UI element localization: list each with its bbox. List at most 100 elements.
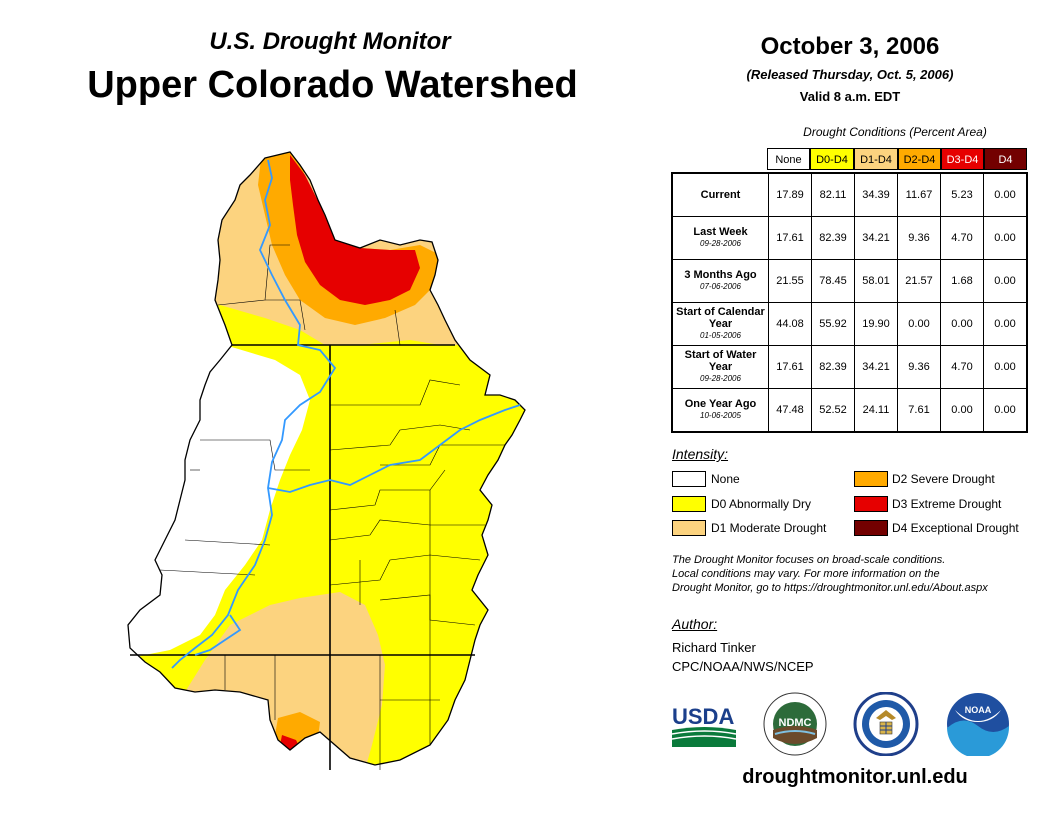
note-line-2: Local conditions may vary. For more info… <box>672 568 940 580</box>
row-date: 09-28-2006 <box>700 374 741 383</box>
author-block: Richard Tinker CPC/NOAA/NWS/NCEP <box>672 638 814 676</box>
ndmc-logo-text: NDMC <box>779 717 812 729</box>
cell-value: 7.61 <box>897 388 941 433</box>
row-label-text: Current <box>700 189 741 201</box>
cell-value: 5.23 <box>940 172 984 217</box>
row-label-text: Start of Water Year <box>684 349 757 373</box>
cell-value: 78.45 <box>811 259 855 303</box>
cell-value: 17.61 <box>768 345 812 389</box>
cell-value: 82.11 <box>811 172 855 217</box>
cell-value: 21.57 <box>897 259 941 303</box>
table-row: Start of Water Year 09-28-2006 17.61 82.39 3… <box>671 345 1028 389</box>
cell-value: 17.61 <box>768 216 812 260</box>
legend-label-d0: D0 Abnormally Dry <box>711 497 812 511</box>
cell-value: 0.00 <box>983 216 1028 260</box>
table-row: Last Week 09-28-2006 17.61 82.39 34.21 9.36 4.… <box>671 216 1028 260</box>
row-label-text: Start of Calendar Year <box>676 306 765 330</box>
map-title: Upper Colorado Watershed <box>87 64 578 106</box>
commerce-seal <box>853 692 919 756</box>
table-row: 3 Months Ago 07-06-2006 21.55 78.45 58.01 21.… <box>671 259 1028 303</box>
cell-value: 0.00 <box>940 302 984 346</box>
cell-value: 21.55 <box>768 259 812 303</box>
cell-value: 0.00 <box>983 259 1028 303</box>
row-date: 01-05-2006 <box>700 331 741 340</box>
county-boundaries <box>159 244 505 770</box>
legend-label-none: None <box>711 472 740 486</box>
row-label-text: One Year Ago <box>684 398 757 410</box>
note-line-1: The Drought Monitor focuses on broad-sca… <box>672 554 946 566</box>
drought-map <box>127 151 526 770</box>
cell-value: 4.70 <box>940 345 984 389</box>
cell-value: 4.70 <box>940 216 984 260</box>
cell-value: 24.11 <box>854 388 898 433</box>
cell-value: 82.39 <box>811 345 855 389</box>
d3-north-region <box>290 155 420 305</box>
usda-logo-text: USDA <box>672 704 734 729</box>
legend-swatch-d2 <box>854 471 888 487</box>
row-label: One Year Ago 10-06-2005 <box>671 388 769 433</box>
basin-outline <box>127 151 526 766</box>
legend-swatch-d4 <box>854 520 888 536</box>
cell-value: 17.89 <box>768 172 812 217</box>
legend-label-d1: D1 Moderate Drought <box>711 521 827 535</box>
table-row: One Year Ago 10-06-2005 47.48 52.52 24.11 7.6… <box>671 388 1028 433</box>
cell-value: 0.00 <box>940 388 984 433</box>
row-label: Current <box>671 172 769 217</box>
cell-value: 0.00 <box>983 302 1028 346</box>
row-label: Last Week 09-28-2006 <box>671 216 769 260</box>
legend-swatch-d0 <box>672 496 706 512</box>
row-date: 10-06-2005 <box>700 411 741 420</box>
cell-value: 44.08 <box>768 302 812 346</box>
drought-monitor-note: The Drought Monitor focuses on broad-sca… <box>672 553 1047 595</box>
cell-value: 34.39 <box>854 172 898 217</box>
conditions-table: Current 17.89 82.11 34.39 11.67 5.23 0.00 Last … <box>671 172 1028 433</box>
header-d2-d4: D2-D4 <box>898 148 941 170</box>
row-date: 07-06-2006 <box>700 282 741 291</box>
table-row: Start of Calendar Year 01-05-2006 44.08 55.… <box>671 302 1028 346</box>
legend-title: Intensity: <box>672 446 729 462</box>
row-label: Start of Water Year 09-28-2006 <box>671 345 769 389</box>
author-label: Author: <box>672 616 718 632</box>
cell-value: 58.01 <box>854 259 898 303</box>
row-label: Start of Calendar Year 01-05-2006 <box>671 302 769 346</box>
ndmc-logo: NDMC <box>763 692 827 756</box>
valid-time: Valid 8 a.m. EDT <box>799 89 901 104</box>
cell-value: 34.21 <box>854 345 898 389</box>
cell-value: 0.00 <box>983 388 1028 433</box>
header-d3-d4: D3-D4 <box>941 148 984 170</box>
cell-value: 9.36 <box>897 345 941 389</box>
author-name: Richard Tinker <box>672 640 756 655</box>
cell-value: 0.00 <box>897 302 941 346</box>
usda-logo: USDA <box>671 704 737 747</box>
header-d4: D4 <box>984 148 1027 170</box>
header-none: None <box>767 148 810 170</box>
cell-value: 1.68 <box>940 259 984 303</box>
noaa-logo-text: NOAA <box>965 705 992 715</box>
row-label-text: 3 Months Ago <box>684 269 757 281</box>
cell-value: 19.90 <box>854 302 898 346</box>
legend-swatch-none <box>672 471 706 487</box>
cell-value: 34.21 <box>854 216 898 260</box>
note-line-3[interactable]: Drought Monitor, go to https://droughtmo… <box>672 582 988 594</box>
noaa-logo: NOAA <box>947 693 1010 756</box>
cell-value: 11.67 <box>897 172 941 217</box>
cell-value: 82.39 <box>811 216 855 260</box>
row-label-text: Last Week <box>693 226 748 238</box>
map-date: October 3, 2006 <box>760 33 940 60</box>
legend-label-d2: D2 Severe Drought <box>892 472 995 486</box>
website-link[interactable]: droughtmonitor.unl.edu <box>742 766 968 788</box>
rivers <box>171 159 521 669</box>
legend-swatch-d3 <box>854 496 888 512</box>
cell-value: 55.92 <box>811 302 855 346</box>
legend-label-d3: D3 Extreme Drought <box>892 497 1002 511</box>
cell-value: 52.52 <box>811 388 855 433</box>
legend-swatch-d1 <box>672 520 706 536</box>
cell-value: 9.36 <box>897 216 941 260</box>
legend-label-d4: D4 Exceptional Drought <box>892 521 1019 535</box>
author-org: CPC/NOAA/NWS/NCEP <box>672 659 814 674</box>
header-d1-d4: D1-D4 <box>854 148 898 170</box>
table-row: Current 17.89 82.11 34.39 11.67 5.23 0.00 <box>671 172 1028 217</box>
release-date: (Released Thursday, Oct. 5, 2006) <box>746 67 954 82</box>
cell-value: 0.00 <box>983 172 1028 217</box>
row-label: 3 Months Ago 07-06-2006 <box>671 259 769 303</box>
